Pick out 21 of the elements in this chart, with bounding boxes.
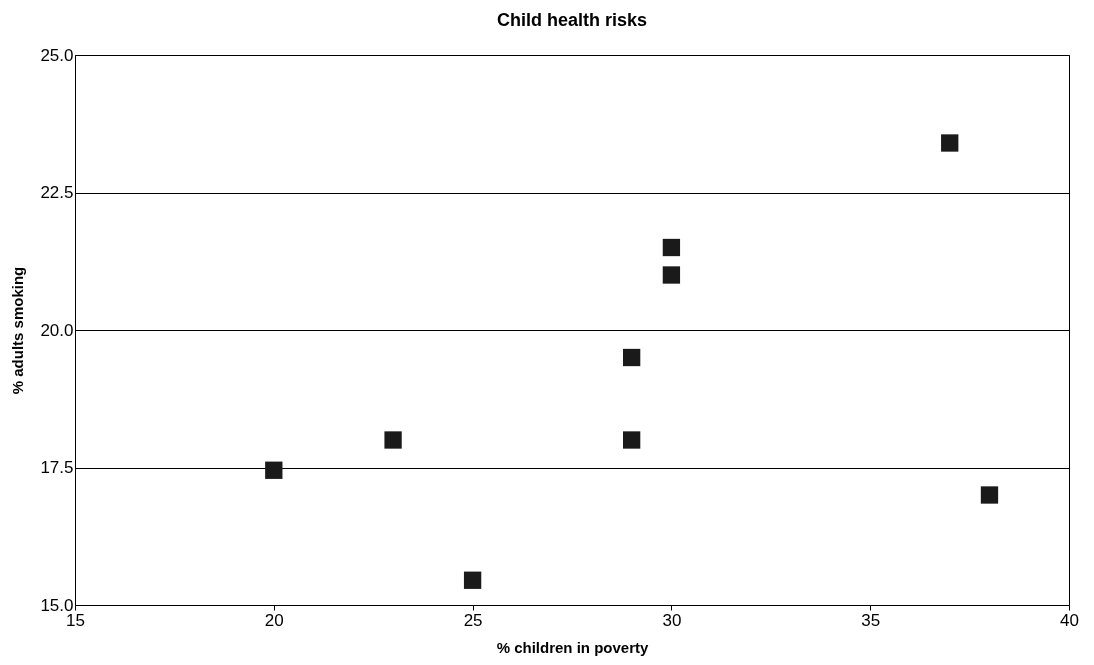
x-tick-label: 35 — [861, 610, 881, 630]
x-axis-title: % children in poverty — [496, 638, 650, 656]
point — [662, 266, 681, 284]
point — [384, 431, 402, 449]
point — [662, 238, 681, 257]
point — [622, 348, 641, 367]
point — [463, 571, 482, 589]
y-tick-label: 22.5 — [40, 183, 74, 202]
point — [941, 134, 959, 152]
point — [980, 486, 999, 504]
y-tick-label: 20.0 — [40, 320, 74, 340]
x-tick-label: 20 — [264, 610, 284, 630]
x-tick-label: 25 — [463, 610, 483, 630]
x-tick-label: 40 — [1060, 610, 1079, 630]
point — [622, 431, 641, 449]
y-axis-title: % adults smoking — [9, 266, 27, 395]
chart-title: Child health risks — [496, 10, 648, 30]
x-tick-label: 30 — [662, 610, 682, 630]
y-tick-label: 25.0 — [40, 45, 74, 65]
y-tick-label: 17.5 — [40, 458, 74, 477]
point — [265, 461, 283, 479]
